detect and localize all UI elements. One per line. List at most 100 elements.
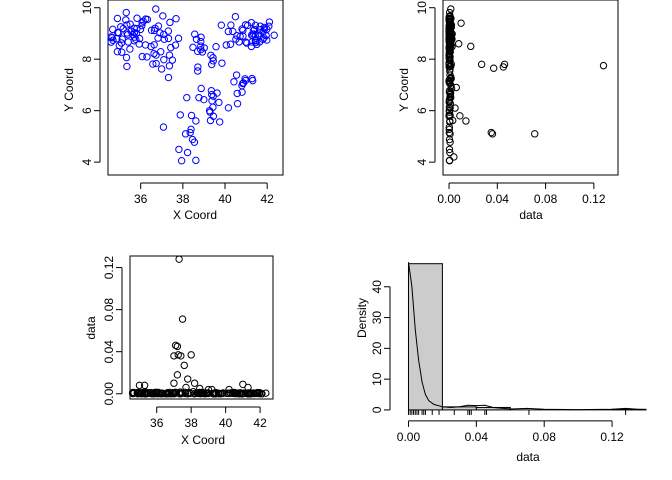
y-axis-label: Density	[355, 298, 369, 338]
data-point	[233, 99, 242, 108]
data-point	[445, 125, 453, 134]
y-tick-label: 0.00	[102, 382, 116, 406]
data-point	[107, 33, 115, 41]
data-point	[270, 31, 278, 39]
data-point	[226, 40, 235, 48]
density-curve	[408, 262, 647, 411]
x-tick-label: 0.04	[465, 430, 489, 444]
data-point	[233, 31, 241, 40]
data-point	[488, 130, 497, 138]
data-point	[218, 59, 226, 67]
data-point	[194, 67, 202, 75]
x-tick-label: 42	[261, 192, 275, 206]
data-point	[247, 389, 255, 398]
data-point	[197, 37, 205, 46]
data-point	[172, 14, 180, 23]
data-point	[531, 130, 539, 138]
data-point	[191, 389, 199, 398]
data-point	[152, 389, 161, 397]
data-point	[180, 361, 188, 370]
data-point	[123, 29, 131, 37]
data-point	[208, 385, 216, 394]
data-point	[133, 14, 141, 22]
data-point	[108, 34, 116, 42]
data-point	[454, 40, 463, 48]
data-point	[164, 27, 173, 35]
data-point	[230, 78, 238, 86]
data-point	[176, 111, 184, 119]
data-point	[149, 60, 157, 68]
data-point	[212, 43, 220, 51]
data-point	[239, 380, 247, 388]
data-point	[178, 315, 187, 323]
data-point	[477, 60, 486, 69]
data-point	[115, 41, 124, 50]
y-tick-label: 8	[80, 56, 94, 63]
data-point	[154, 389, 162, 398]
data-point	[599, 61, 608, 70]
data-point	[135, 34, 144, 43]
x-tick-label: 40	[218, 192, 232, 206]
x-axis-label: X Coord	[173, 208, 217, 222]
data-point	[195, 93, 203, 102]
data-point	[147, 42, 155, 51]
data-point	[159, 123, 168, 131]
data-point	[197, 33, 205, 41]
plot-frame	[107, 0, 284, 176]
data-point	[138, 21, 146, 30]
data-point	[177, 157, 186, 165]
data-point	[252, 36, 260, 45]
data-point	[224, 27, 233, 36]
data-point	[445, 108, 454, 116]
data-point	[168, 56, 177, 64]
data-point	[209, 54, 217, 62]
data-point	[445, 38, 454, 46]
data-point	[136, 25, 145, 34]
data-point	[161, 389, 169, 398]
data-point	[446, 130, 454, 138]
x-axis-label: data	[516, 450, 540, 464]
data-point	[231, 12, 240, 21]
data-point	[183, 148, 192, 157]
data-point	[208, 97, 216, 105]
data-point	[187, 351, 195, 359]
y-tick-label: 0.04	[102, 340, 116, 364]
data-point	[188, 135, 197, 144]
y-tick-label: 10	[370, 372, 384, 386]
y-axis-label: Y Coord	[62, 68, 76, 112]
data-point	[451, 104, 459, 112]
data-point	[462, 117, 470, 125]
data-point	[152, 5, 160, 13]
data-point	[204, 385, 213, 394]
y-tick-label: 30	[370, 311, 384, 325]
data-point	[117, 39, 126, 47]
data-point	[445, 135, 454, 144]
data-point	[160, 30, 168, 39]
data-point	[193, 47, 202, 55]
y-tick-label: 4	[415, 158, 429, 165]
data-point	[450, 153, 458, 161]
data-point	[113, 14, 122, 23]
data-point	[175, 255, 183, 263]
x-tick-label: 0.12	[600, 430, 624, 444]
x-tick-label: 40	[219, 416, 233, 430]
data-point	[456, 112, 464, 120]
data-point	[164, 73, 173, 82]
data-point	[187, 111, 196, 120]
data-point	[175, 145, 183, 154]
data-point	[217, 21, 226, 29]
data-point	[160, 35, 168, 43]
x-tick-label: 0.00	[437, 192, 461, 206]
x-tick-label: 38	[176, 192, 190, 206]
y-tick-label: 6	[415, 107, 429, 114]
data-point	[446, 99, 455, 108]
plot-frame	[442, 0, 619, 176]
data-point	[143, 15, 152, 24]
data-point	[191, 30, 199, 38]
data-point	[122, 53, 131, 62]
data-point	[499, 63, 508, 71]
data-point	[227, 21, 235, 29]
data-point	[135, 381, 144, 390]
data-point	[457, 19, 465, 27]
